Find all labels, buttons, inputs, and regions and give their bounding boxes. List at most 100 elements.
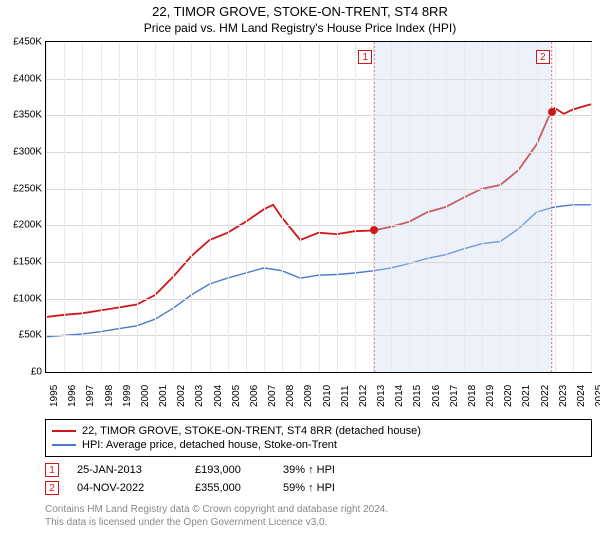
x-tick-label: 2006 bbox=[249, 385, 260, 407]
legend-label: 22, TIMOR GROVE, STOKE-ON-TRENT, ST4 8RR… bbox=[82, 425, 421, 437]
legend-row: HPI: Average price, detached house, Stok… bbox=[52, 438, 585, 452]
gridline-v bbox=[300, 42, 301, 372]
y-tick-label: £350K bbox=[13, 110, 46, 121]
gridline-v bbox=[573, 42, 574, 372]
gridline-v bbox=[355, 42, 356, 372]
gridline-v bbox=[391, 42, 392, 372]
x-tick-label: 2021 bbox=[521, 385, 532, 407]
x-tick-label: 2000 bbox=[140, 385, 151, 407]
marker-dot bbox=[370, 226, 378, 234]
x-tick-label: 2015 bbox=[412, 385, 423, 407]
y-tick-label: £400K bbox=[13, 73, 46, 84]
x-tick-label: 2018 bbox=[467, 385, 478, 407]
gridline-v bbox=[137, 42, 138, 372]
gridline-v bbox=[464, 42, 465, 372]
legend-swatch bbox=[52, 444, 76, 446]
x-tick-label: 1996 bbox=[67, 385, 78, 407]
gridline-v bbox=[482, 42, 483, 372]
transaction-row: 2 04-NOV-2022 £355,000 59% ↑ HPI bbox=[45, 479, 592, 497]
gridline-v bbox=[82, 42, 83, 372]
gridline-v bbox=[500, 42, 501, 372]
x-tick-label: 1997 bbox=[85, 385, 96, 407]
x-tick-label: 2012 bbox=[358, 385, 369, 407]
y-tick-label: £0 bbox=[31, 367, 46, 378]
gridline-v bbox=[155, 42, 156, 372]
legend-swatch bbox=[52, 430, 76, 432]
transaction-delta: 39% ↑ HPI bbox=[283, 464, 353, 476]
y-tick-label: £250K bbox=[13, 183, 46, 194]
x-axis-labels: 1995 1996 1997 1998 1999 2000 2001 2002 2003 2004… bbox=[45, 373, 592, 413]
x-tick-label: 2024 bbox=[576, 385, 587, 407]
x-tick-label: 2005 bbox=[231, 385, 242, 407]
marker-label-1: 1 bbox=[358, 50, 372, 64]
x-tick-label: 2003 bbox=[194, 385, 205, 407]
gridline-v bbox=[591, 42, 592, 372]
y-tick-label: £200K bbox=[13, 220, 46, 231]
transaction-marker: 2 bbox=[45, 481, 59, 495]
gridline-v bbox=[228, 42, 229, 372]
x-tick-label: 2016 bbox=[431, 385, 442, 407]
x-tick-label: 2001 bbox=[158, 385, 169, 407]
x-tick-label: 2010 bbox=[322, 385, 333, 407]
legend-label: HPI: Average price, detached house, Stok… bbox=[82, 439, 337, 451]
y-tick-label: £50K bbox=[19, 330, 46, 341]
gridline-v bbox=[101, 42, 102, 372]
x-tick-label: 2019 bbox=[485, 385, 496, 407]
x-tick-label: 1998 bbox=[104, 385, 115, 407]
attribution-footer: Contains HM Land Registry data © Crown c… bbox=[45, 503, 592, 529]
gridline-v bbox=[210, 42, 211, 372]
x-tick-label: 2013 bbox=[376, 385, 387, 407]
gridline-v bbox=[428, 42, 429, 372]
gridline-v bbox=[409, 42, 410, 372]
gridline-v bbox=[64, 42, 65, 372]
legend-row: 22, TIMOR GROVE, STOKE-ON-TRENT, ST4 8RR… bbox=[52, 424, 585, 438]
footer-line-1: Contains HM Land Registry data © Crown c… bbox=[45, 503, 592, 516]
gridline-v bbox=[119, 42, 120, 372]
gridline-v bbox=[246, 42, 247, 372]
gridline-v bbox=[264, 42, 265, 372]
x-tick-label: 2008 bbox=[285, 385, 296, 407]
gridline-v bbox=[191, 42, 192, 372]
y-tick-label: £100K bbox=[13, 293, 46, 304]
x-tick-label: 2014 bbox=[394, 385, 405, 407]
gridline-v bbox=[373, 42, 374, 372]
x-tick-label: 1995 bbox=[49, 385, 60, 407]
x-tick-label: 2022 bbox=[540, 385, 551, 407]
legend: 22, TIMOR GROVE, STOKE-ON-TRENT, ST4 8RR… bbox=[45, 419, 592, 457]
gridline-v bbox=[518, 42, 519, 372]
gridline-v bbox=[282, 42, 283, 372]
footer-line-2: This data is licensed under the Open Gov… bbox=[45, 516, 592, 529]
y-tick-label: £150K bbox=[13, 257, 46, 268]
x-tick-label: 2025 bbox=[594, 385, 600, 407]
transaction-price: £193,000 bbox=[195, 464, 265, 476]
chart-title: 22, TIMOR GROVE, STOKE-ON-TRENT, ST4 8RR bbox=[0, 4, 600, 19]
x-tick-label: 2007 bbox=[267, 385, 278, 407]
transaction-date: 04-NOV-2022 bbox=[77, 482, 177, 494]
y-tick-label: £450K bbox=[13, 37, 46, 48]
gridline-v bbox=[319, 42, 320, 372]
x-tick-label: 1999 bbox=[122, 385, 133, 407]
x-tick-label: 2017 bbox=[449, 385, 460, 407]
x-tick-label: 2004 bbox=[213, 385, 224, 407]
chart-subtitle: Price paid vs. HM Land Registry's House … bbox=[0, 21, 600, 35]
x-tick-label: 2023 bbox=[558, 385, 569, 407]
transaction-date: 25-JAN-2013 bbox=[77, 464, 177, 476]
x-tick-label: 2020 bbox=[503, 385, 514, 407]
transaction-marker: 1 bbox=[45, 463, 59, 477]
y-tick-label: £300K bbox=[13, 147, 46, 158]
transaction-delta: 59% ↑ HPI bbox=[283, 482, 353, 494]
gridline-v bbox=[446, 42, 447, 372]
x-tick-label: 2002 bbox=[176, 385, 187, 407]
transaction-price: £355,000 bbox=[195, 482, 265, 494]
gridline-v bbox=[337, 42, 338, 372]
marker-label-2: 2 bbox=[536, 50, 550, 64]
gridline-v bbox=[173, 42, 174, 372]
transaction-rows: 1 25-JAN-2013 £193,000 39% ↑ HPI 2 04-NOV-202… bbox=[45, 461, 592, 497]
x-tick-label: 2009 bbox=[303, 385, 314, 407]
transaction-row: 1 25-JAN-2013 £193,000 39% ↑ HPI bbox=[45, 461, 592, 479]
marker-dot bbox=[548, 108, 556, 116]
gridline-v bbox=[555, 42, 556, 372]
chart-container: 22, TIMOR GROVE, STOKE-ON-TRENT, ST4 8RR… bbox=[0, 4, 600, 529]
gridline-v bbox=[46, 42, 47, 372]
plot-area: £0£50K£100K£150K£200K£250K£300K£350K£400… bbox=[45, 41, 592, 373]
